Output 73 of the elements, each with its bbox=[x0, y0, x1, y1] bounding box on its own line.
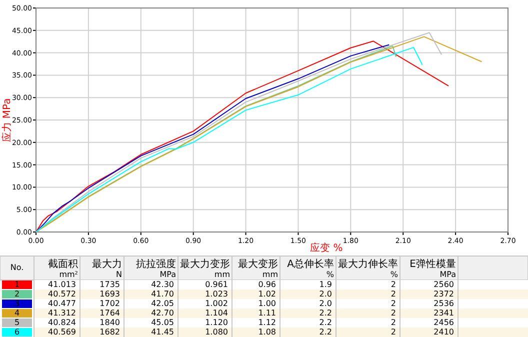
text: 2456 bbox=[434, 318, 454, 327]
text: 5 bbox=[14, 318, 20, 327]
text: % bbox=[390, 270, 398, 279]
text: 1.02 bbox=[258, 290, 276, 298]
text: mm bbox=[214, 270, 230, 279]
text: 截面积 bbox=[48, 258, 78, 270]
text: No. bbox=[10, 263, 24, 272]
text: E弹性模量 bbox=[410, 258, 456, 270]
text: 1840 bbox=[100, 318, 120, 327]
text: 1.023 bbox=[205, 290, 228, 298]
text: 2560 bbox=[434, 280, 454, 289]
text: N bbox=[116, 270, 122, 279]
text: 42.70 bbox=[151, 308, 174, 318]
text: 2 bbox=[390, 290, 396, 298]
text: 1735 bbox=[100, 280, 120, 289]
text: 1.080 bbox=[205, 328, 228, 336]
text: 2 bbox=[390, 280, 396, 289]
text: 2 bbox=[390, 299, 396, 308]
text: A总伸长率 bbox=[287, 258, 334, 270]
text: 2 bbox=[14, 290, 20, 298]
text: 40.477 bbox=[48, 299, 76, 308]
text: 1.120 bbox=[205, 318, 228, 327]
text: 1682 bbox=[100, 328, 120, 336]
text: 3 bbox=[14, 299, 20, 308]
text: MPa bbox=[440, 270, 456, 279]
text: 45.05 bbox=[151, 318, 174, 327]
text: 42.30 bbox=[151, 280, 174, 289]
text: 2372 bbox=[434, 290, 454, 298]
text: 1.002 bbox=[205, 299, 228, 308]
x-axis-title: 应变 % bbox=[310, 242, 343, 254]
text: 2.2 bbox=[319, 328, 332, 336]
text: 6 bbox=[14, 328, 20, 336]
text: 最大力 bbox=[92, 258, 122, 270]
text: MPa bbox=[160, 270, 176, 279]
text: 1.08 bbox=[258, 328, 276, 336]
text: 2.0 bbox=[319, 299, 332, 308]
text: 2 bbox=[390, 308, 396, 318]
text: 最大力变形 bbox=[180, 258, 230, 270]
y-axis-title: 应力 MPa bbox=[1, 98, 13, 142]
text: 2.2 bbox=[319, 308, 332, 318]
text: 最大变形 bbox=[238, 258, 278, 270]
text: 2.0 bbox=[319, 290, 332, 298]
text: 40.824 bbox=[48, 318, 76, 327]
text: 1693 bbox=[100, 290, 120, 298]
text: 1.11 bbox=[258, 308, 276, 318]
text: 1 bbox=[14, 280, 20, 289]
text: % bbox=[326, 270, 334, 279]
text: 1.104 bbox=[205, 308, 228, 318]
text: 4 bbox=[14, 308, 20, 318]
text: 41.013 bbox=[48, 280, 76, 289]
text: 41.312 bbox=[48, 308, 76, 318]
text: 2.2 bbox=[319, 318, 332, 327]
text: 41.45 bbox=[151, 328, 174, 336]
text: 41.70 bbox=[151, 290, 174, 298]
text: 40.572 bbox=[48, 290, 76, 298]
text: 2341 bbox=[434, 308, 454, 318]
text: mm bbox=[262, 270, 278, 279]
text: 2536 bbox=[434, 299, 454, 308]
text: 42.05 bbox=[151, 299, 174, 308]
text: mm² bbox=[59, 270, 78, 279]
text: 2 bbox=[390, 328, 396, 336]
text: 最大力伸长率 bbox=[338, 258, 398, 270]
text: 1702 bbox=[100, 299, 120, 308]
text: 0.961 bbox=[205, 280, 228, 289]
text: 40.569 bbox=[48, 328, 76, 336]
text: 抗拉强度 bbox=[136, 258, 176, 270]
text: 1764 bbox=[100, 308, 120, 318]
text: 2 bbox=[390, 318, 396, 327]
text: 2410 bbox=[434, 328, 454, 336]
text: 1.9 bbox=[319, 280, 332, 289]
text: 0.96 bbox=[258, 280, 276, 289]
text: 1.12 bbox=[258, 318, 276, 327]
text: 1.00 bbox=[258, 299, 276, 308]
